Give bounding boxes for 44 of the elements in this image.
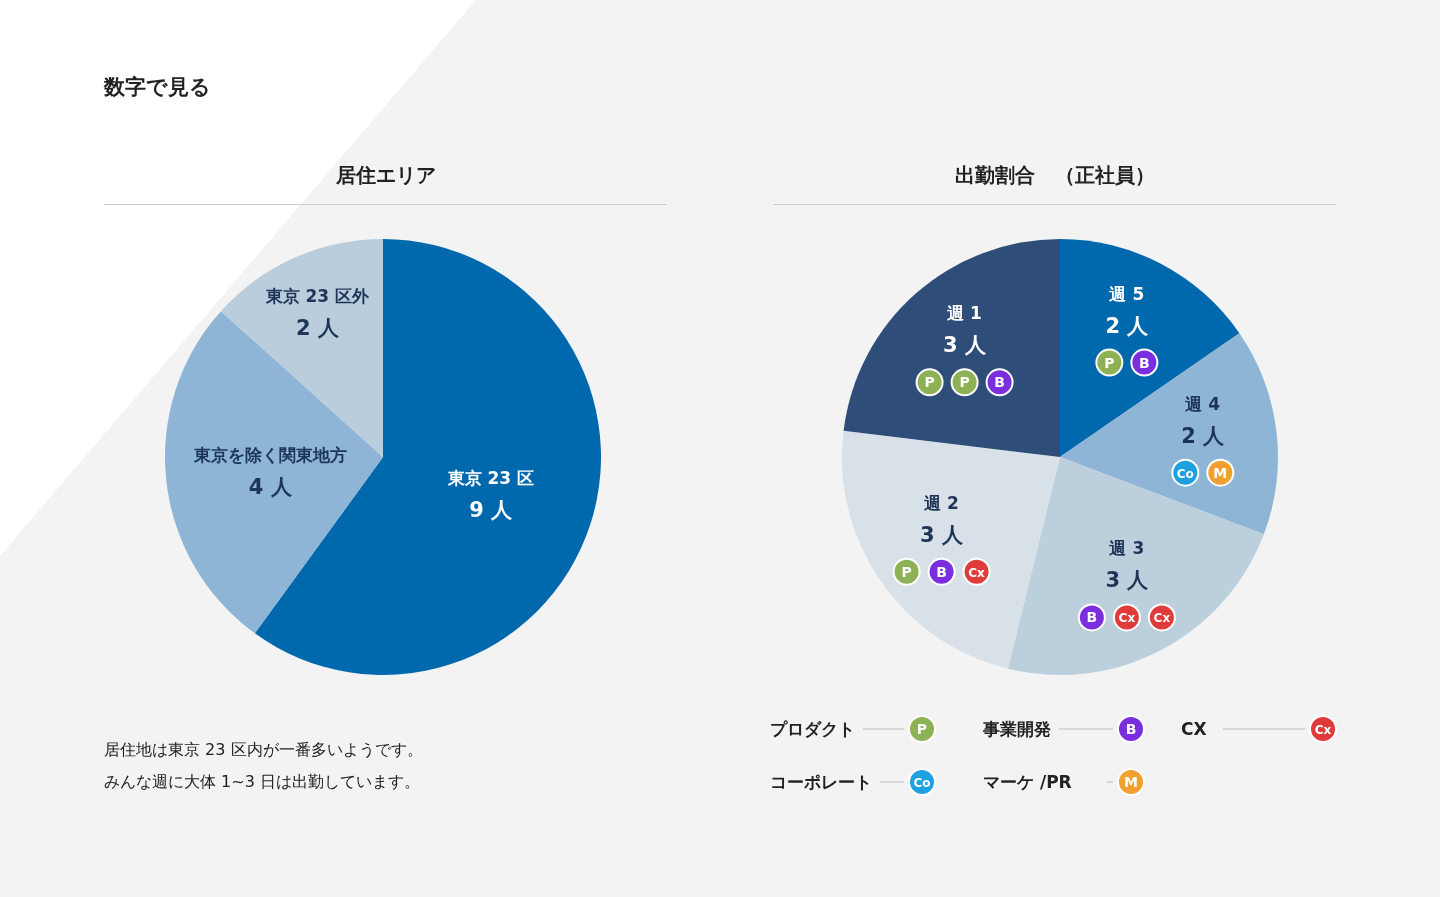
chart-title: 居住エリア [334, 163, 436, 187]
badge-icon: B [927, 557, 956, 586]
badge-icon: Cx [962, 557, 991, 586]
slice-label: 週 3 [1108, 538, 1145, 559]
slice-label: 東京 23 区外 [264, 285, 371, 306]
text: 数字で見る [103, 75, 211, 99]
slice-label: 週 2 [923, 492, 959, 513]
pie-slice [1060, 239, 1240, 457]
pie-slice [842, 430, 1060, 669]
data-label: 4 人 [248, 474, 293, 499]
badge-icon: Co [1171, 458, 1200, 487]
text: プロダクト [770, 719, 855, 739]
badge-icon: M [1206, 458, 1235, 487]
data-label: 2 人 [1181, 423, 1226, 448]
pie-slice [843, 239, 1060, 457]
data-label: 2 人 [1105, 313, 1150, 338]
data-label: 3 人 [1105, 568, 1150, 593]
badge-icon: P [1095, 348, 1124, 377]
slice-label: 週 1 [946, 303, 982, 324]
slice-label: 東京を除く関東地方 [192, 444, 347, 465]
pie-slice [165, 311, 383, 634]
slice-label: 週 4 [1184, 393, 1221, 414]
text: 居住地は東京 23 区内が一番多いようです。 [104, 740, 423, 759]
pie-slice [1007, 457, 1264, 675]
badge-icon: P [950, 368, 979, 397]
text: 事業開発 [982, 719, 1051, 739]
badge-icon: P [915, 368, 944, 397]
text: マーケ /PR [983, 772, 1072, 792]
text: コーポレート [770, 772, 872, 792]
data-label: 3 人 [943, 333, 988, 358]
data-label: 3 人 [920, 522, 965, 547]
text: みんな週に大体 1~3 日は出勤しています。 [104, 772, 420, 791]
text: CX [1181, 719, 1207, 739]
badge-icon: B [1130, 348, 1159, 377]
badge-icon: Cx [1147, 603, 1176, 632]
slice-label: 東京 23 区 [446, 468, 535, 489]
badge-icon: B [985, 368, 1014, 397]
badge-icon: B [1077, 603, 1106, 632]
slice-label: 週 5 [1108, 283, 1145, 304]
badge-icon: Cx [1112, 603, 1141, 632]
badge-icon: P [892, 557, 921, 586]
data-label: 9 人 [469, 498, 514, 523]
chart-title: 出勤割合 （正社員） [954, 163, 1155, 187]
data-label: 2 人 [295, 315, 340, 340]
